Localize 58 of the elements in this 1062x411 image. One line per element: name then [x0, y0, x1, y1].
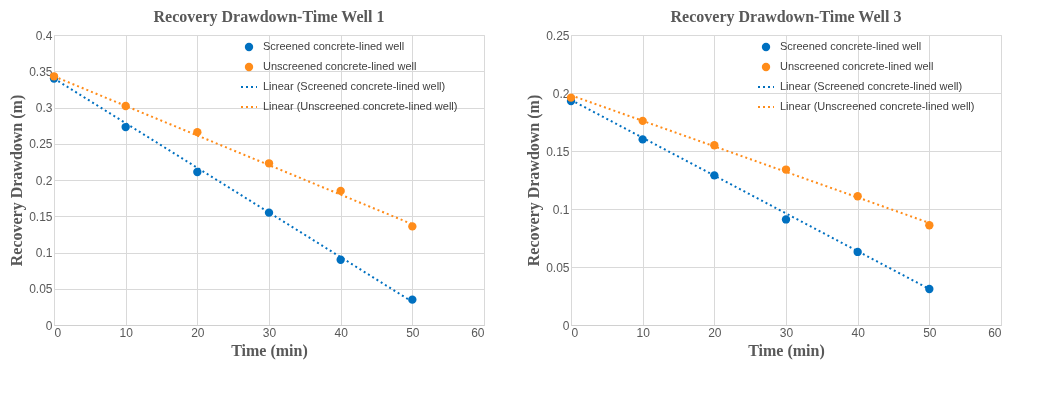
y-tick-label: 0.3 [35, 101, 53, 115]
point [121, 122, 130, 132]
y-tick-label: 0.15 [546, 144, 570, 159]
y-axis-title: Recovery Drawdown (m) [525, 94, 544, 267]
point [408, 222, 417, 231]
y-tick-label: 0.25 [29, 137, 53, 152]
point [193, 167, 202, 177]
x-axis-title: Time (min) [231, 341, 308, 360]
x-tick-label: 20 [708, 325, 722, 340]
y-tick-label: 0.25 [546, 28, 570, 43]
x-tick-label: 40 [334, 325, 349, 340]
legend-label: Screened concrete-lined well [780, 40, 922, 52]
y-tick-label: 0.4 [35, 28, 53, 43]
x-tick-label: 60 [988, 325, 1002, 340]
x-tick-label: 40 [851, 325, 866, 340]
y-tick-label: 0.15 [29, 209, 53, 224]
point [264, 208, 274, 217]
x-tick-label: 10 [636, 325, 651, 340]
y-tick-label: 0.05 [29, 282, 53, 297]
x-tick-label: 30 [779, 325, 794, 340]
point [193, 127, 202, 137]
point [264, 159, 274, 168]
x-axis-title: Time (min) [748, 341, 825, 360]
x-tick-label: 50 [406, 325, 420, 340]
chart-title: Recovery Drawdown-Time Well 3 [670, 8, 902, 26]
x-tick-label: 30 [262, 325, 277, 340]
y-tick-label: 0.35 [29, 64, 53, 79]
y-tick-label: 0.1 [552, 202, 570, 217]
point [638, 116, 647, 126]
point [853, 192, 862, 201]
legend-label: Screened concrete-lined well [263, 40, 405, 52]
legend-label: Unscreened concrete-lined well [263, 60, 417, 72]
point [925, 221, 934, 230]
x-tick-label: 10 [119, 325, 134, 340]
point [853, 247, 862, 257]
legend-label: Unscreened concrete-lined well [780, 60, 934, 72]
legend-label: Linear (Unscreened concrete-lined well) [780, 100, 975, 112]
y-tick-label: 0.1 [35, 246, 53, 260]
x-tick-label: 50 [923, 325, 937, 340]
point [925, 284, 934, 294]
y-tick-label: 0.2 [35, 173, 53, 188]
point [710, 141, 719, 150]
point [121, 101, 130, 111]
legend-label: Linear (Screened concrete-lined well) [780, 80, 963, 92]
chart-title: Recovery Drawdown-Time Well 1 [153, 8, 385, 26]
point [638, 135, 647, 144]
point [781, 165, 791, 174]
point [781, 215, 791, 224]
y-tick-label: 0.05 [546, 260, 570, 275]
legend-label: Linear (Screened concrete-lined well) [263, 80, 446, 92]
point [710, 171, 719, 180]
y-axis-title: Recovery Drawdown (m) [8, 94, 27, 267]
x-tick-label: 20 [191, 325, 205, 340]
point [336, 255, 345, 264]
legend-label: Linear (Unscreened concrete-lined well) [263, 100, 458, 112]
point [336, 186, 345, 196]
x-tick-label: 60 [471, 325, 485, 340]
point [408, 295, 417, 304]
